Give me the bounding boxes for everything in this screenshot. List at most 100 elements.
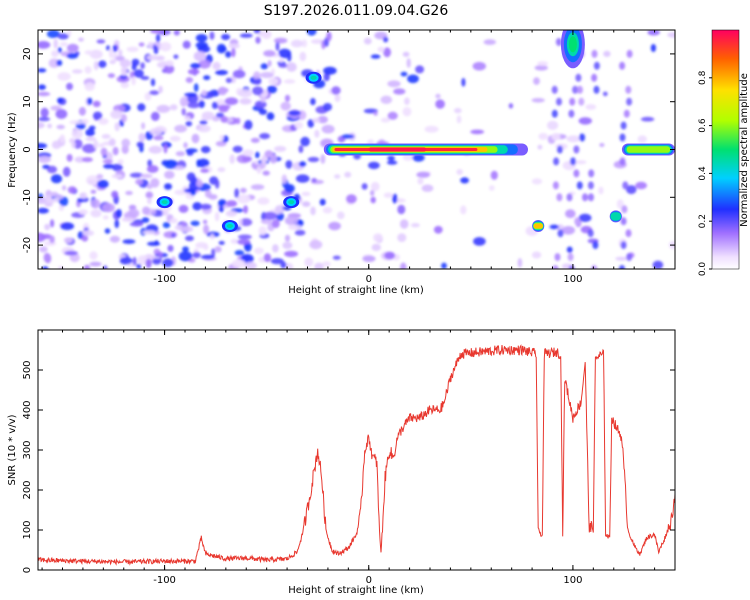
- spectrogram-blob: [224, 97, 239, 105]
- spectrogram-blob: [179, 96, 188, 107]
- spectrogram-blob: [274, 145, 287, 152]
- spectrogram-streak: [588, 169, 595, 178]
- spectrogram-blob: [461, 77, 466, 87]
- spectrogram-blob: [421, 184, 434, 192]
- spectrogram-blob: [97, 179, 109, 189]
- spectrogram-blob: [616, 199, 624, 209]
- spectrogram-blob: [179, 225, 194, 233]
- snr-x-ticks: -100 0 100: [41, 330, 676, 586]
- spectrogram-blob: [57, 47, 62, 53]
- noise-spot: [226, 224, 233, 228]
- band-feature: [533, 223, 543, 229]
- spectrogram-blob: [119, 59, 131, 68]
- noise-spot: [288, 200, 295, 205]
- spectrogram-blob: [304, 257, 314, 267]
- spectrogram-blob: [566, 135, 581, 143]
- spectrogram-blob: [562, 226, 575, 235]
- spectrogram-blob: [198, 59, 211, 69]
- spectrogram-blob: [234, 250, 245, 256]
- spectrogram-blob: [187, 102, 201, 109]
- spectrogram-blob: [547, 120, 559, 130]
- spectrogram-blob: [89, 251, 98, 260]
- spectrogram-blob: [147, 197, 152, 205]
- spectrogram-streak: [626, 97, 633, 106]
- spectrogram-blob: [51, 140, 62, 149]
- spectrogram-blob: [332, 255, 341, 260]
- spectrogram-blob: [175, 151, 186, 157]
- spectrogram-blob: [38, 143, 48, 149]
- spectrogram-blob: [57, 33, 69, 40]
- spectrogram-blob: [197, 124, 211, 133]
- spectrogram-blob: [598, 186, 604, 195]
- colorbar-tick-label: 0.6: [698, 118, 708, 133]
- spectrogram-blob: [228, 43, 240, 49]
- spectrogram-blob: [456, 115, 462, 124]
- spectrogram-blob: [299, 51, 307, 62]
- spectrogram-blob: [60, 222, 75, 230]
- spectrogram-blob: [424, 125, 439, 133]
- spectrogram-blob: [239, 99, 252, 104]
- spectrogram-x-tick-label: 100: [563, 274, 582, 285]
- spectrogram-blob: [551, 132, 561, 141]
- spectrogram-blob: [255, 36, 261, 44]
- spectrogram-blob: [267, 60, 272, 67]
- spectrogram-blob: [164, 183, 172, 190]
- spectrogram-blob: [165, 60, 174, 67]
- spectrogram-blob: [215, 69, 228, 76]
- spectrogram-blob: [225, 77, 233, 84]
- spectrogram-blob: [602, 91, 608, 97]
- spectrogram-blob: [163, 64, 175, 74]
- spectrogram-blob: [392, 193, 398, 204]
- spectrogram-blob: [578, 213, 592, 222]
- spectrogram-streak: [567, 253, 574, 262]
- spectrogram-blob: [48, 58, 60, 68]
- spectrogram-blob: [307, 119, 315, 128]
- spectrogram-blob: [261, 30, 272, 40]
- spectrogram-blob: [531, 251, 542, 259]
- spectrogram-streak: [573, 169, 580, 178]
- noise-spot: [310, 75, 317, 80]
- spectrogram-blob: [322, 206, 333, 214]
- spectrogram-blob: [537, 61, 549, 66]
- spectrogram-blob: [39, 246, 48, 253]
- spectrogram-blob: [508, 103, 514, 109]
- spectrogram-blob: [337, 211, 345, 220]
- spectrogram-blob: [534, 65, 548, 71]
- spectrogram-blob: [81, 235, 89, 242]
- spectrogram-blob: [84, 82, 95, 91]
- spectrogram-blob: [50, 174, 63, 184]
- spectrogram-blob: [62, 185, 67, 191]
- spectrogram-blob: [267, 85, 277, 94]
- spectrogram-blob: [90, 198, 101, 209]
- spectrogram-blob: [221, 33, 231, 41]
- spectrogram-blob: [149, 90, 160, 95]
- spectrogram-blob: [226, 200, 238, 207]
- spectrogram-blob: [284, 234, 291, 242]
- spectrogram-blob: [182, 246, 189, 252]
- spectrogram-blob: [159, 42, 172, 52]
- spectrogram-streak: [566, 193, 573, 202]
- spectrogram-blob: [136, 263, 142, 269]
- snr-y-tick-label: 100: [22, 520, 33, 539]
- spectrogram-blob: [120, 82, 130, 89]
- spectrogram-blob: [164, 159, 178, 169]
- spectrogram-blob: [157, 251, 163, 258]
- spectrogram-blob: [108, 48, 114, 59]
- spectrogram-blob: [271, 219, 280, 229]
- spectrogram-blob: [93, 140, 99, 149]
- spectrogram-blob: [66, 52, 79, 59]
- spectrogram-blob: [244, 261, 257, 269]
- spectrogram-blob: [260, 96, 266, 103]
- spectrogram-blob: [272, 244, 279, 253]
- spectrogram-blob: [637, 135, 647, 143]
- spectrogram-blob: [283, 79, 296, 84]
- spectrogram-blob: [150, 78, 156, 87]
- spectrogram-blob: [38, 122, 45, 129]
- spectrogram-blob: [537, 144, 543, 150]
- spectrogram-blob: [307, 156, 320, 163]
- spectrogram-blob: [238, 218, 243, 226]
- spectrogram-cells: [38, 30, 675, 269]
- spectrogram-streak: [619, 265, 625, 269]
- spectrogram-blob: [80, 192, 88, 199]
